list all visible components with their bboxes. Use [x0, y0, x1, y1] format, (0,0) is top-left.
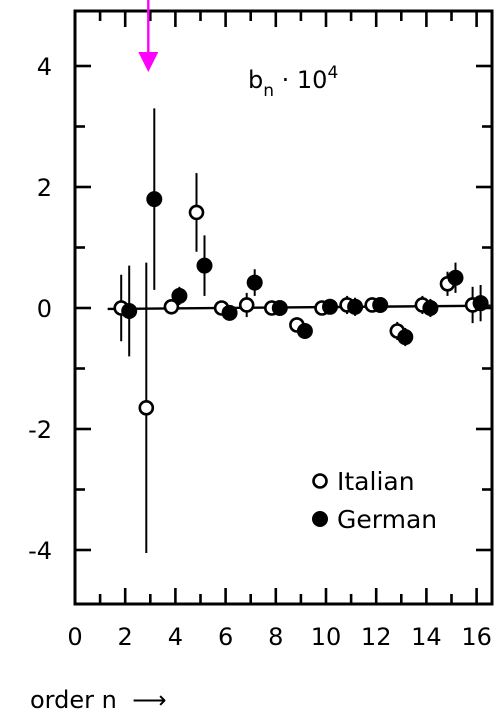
point-italian: [163, 298, 180, 315]
annotation-label: bn · 104: [248, 63, 338, 101]
arrow-right-icon: ⟶: [116, 686, 167, 714]
annotation-superscript: 4: [327, 63, 338, 83]
y-tick-label: -4: [28, 537, 52, 565]
point-german: [296, 322, 313, 339]
y-tick-label: 0: [37, 295, 52, 323]
annotation-rest: · 10: [274, 66, 327, 94]
point-german: [372, 296, 389, 313]
x-tick-label: 0: [67, 623, 82, 651]
point-german: [472, 295, 489, 312]
point-german: [271, 300, 288, 316]
point-italian: [138, 400, 155, 416]
point-german: [146, 191, 163, 208]
point-german: [397, 329, 414, 346]
x-axis-label-text: order n: [30, 686, 117, 714]
point-german: [347, 298, 364, 315]
point-german: [196, 257, 213, 274]
legend-german-label: German: [337, 505, 437, 534]
annotation-base: b: [248, 66, 263, 94]
legend-italian-label: Italian: [337, 467, 415, 496]
point-german: [447, 269, 464, 286]
legend: Italian German: [312, 467, 437, 534]
marker-arrow-head: [138, 52, 159, 72]
point-german: [246, 274, 263, 291]
annotation-subscript: n: [263, 81, 274, 101]
point-german: [422, 300, 439, 316]
x-tick-label: 16: [461, 623, 492, 651]
legend-italian-marker: [312, 473, 328, 489]
plot-layer: 0 2 4 6 8 10 12 14 16 4 2 0 -2 -4: [28, 0, 494, 651]
y-tick-label: 2: [37, 174, 52, 202]
point-german: [121, 303, 138, 320]
point-german: [171, 287, 188, 304]
y-tick-label: -2: [28, 416, 52, 444]
x-tick-label: 12: [361, 623, 392, 651]
x-tick-label: 6: [218, 623, 233, 651]
point-german: [221, 304, 238, 321]
point-italian: [188, 204, 205, 221]
point-italian: [238, 297, 255, 313]
x-tick-label: 4: [168, 623, 183, 651]
x-axis-label: order n ⟶: [30, 686, 167, 714]
x-tick-label: 10: [311, 623, 342, 651]
point-german: [322, 298, 338, 315]
x-tick-label: 8: [268, 623, 283, 651]
y-tick-label: 4: [37, 53, 52, 81]
legend-german-marker: [312, 511, 328, 527]
x-tick-label: 14: [411, 623, 442, 651]
x-tick-label: 2: [118, 623, 133, 651]
